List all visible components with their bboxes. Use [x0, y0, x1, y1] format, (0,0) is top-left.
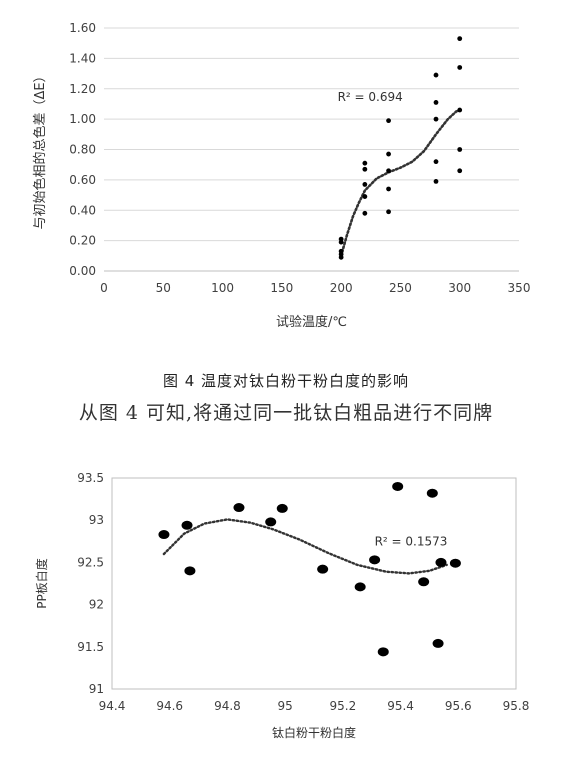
chart-whiteness-relation: 91 91.5 92 92.5 93 93.5 94.4 94.6 94.8 95 95.2 95.4… — [34, 471, 530, 740]
data-point — [386, 209, 391, 215]
y-tick-label: 0.80 — [69, 143, 96, 157]
y-tick-label: 91 — [89, 682, 104, 696]
x-axis-label: 钛白粉干粉白度 — [272, 725, 356, 740]
x-tick-label: 200 — [330, 281, 353, 295]
data-point — [433, 100, 439, 105]
data-point — [457, 168, 463, 174]
y-tick-label: 1.20 — [69, 82, 96, 96]
data-point — [265, 517, 277, 527]
data-point — [338, 248, 344, 254]
body-text-line: 从图 4 可知,将通过同一批钛白粗品进行不同牌 — [78, 402, 494, 424]
y-axis-label: PP板白度 — [34, 558, 49, 608]
data-point — [426, 488, 438, 498]
data-point — [418, 577, 430, 587]
y-tick-label: 1.00 — [69, 112, 96, 126]
trendline — [339, 108, 461, 258]
data-point — [233, 503, 245, 513]
data-point — [362, 210, 368, 216]
data-point — [158, 530, 170, 540]
data-point — [181, 520, 193, 530]
x-tick-label: 50 — [156, 281, 171, 295]
x-tick-label: 95.6 — [445, 699, 472, 713]
data-point — [386, 168, 391, 174]
data-point — [433, 116, 439, 122]
y-tick-label: 1.40 — [69, 51, 96, 65]
chart-temperature-color-difference: 0.00 0.20 0.40 0.60 0.80 1.00 1.20 1.40 1.60 0 50 1… — [32, 21, 531, 330]
r-squared-annotation: R² = 0.694 — [338, 90, 403, 104]
data-point — [362, 160, 368, 166]
trendline — [162, 518, 448, 575]
data-point — [354, 582, 366, 592]
y-tick-label: 93.5 — [77, 471, 104, 485]
x-tick-label: 150 — [270, 281, 293, 295]
x-tick-label: 94.8 — [214, 699, 241, 713]
x-tick-label: 250 — [389, 281, 412, 295]
y-tick-label: 92 — [89, 598, 104, 612]
data-point — [386, 151, 391, 157]
x-tick-label: 95 — [278, 699, 293, 713]
y-tick-label: 92.5 — [77, 555, 104, 569]
y-tick-label: 0.00 — [69, 264, 96, 278]
y-tick-label: 93 — [89, 513, 104, 527]
data-point — [392, 481, 404, 491]
x-tick-label: 94.6 — [156, 699, 183, 713]
y-tick-label: 0.20 — [69, 234, 96, 248]
data-point — [184, 566, 196, 576]
r-squared-annotation: R² = 0.1573 — [375, 535, 448, 549]
data-point — [457, 65, 463, 70]
data-point — [317, 564, 329, 574]
data-point — [377, 647, 389, 657]
x-tick-label: 0 — [100, 281, 108, 295]
data-point — [362, 166, 368, 172]
x-tick-label: 300 — [448, 281, 471, 295]
x-tick-label: 350 — [508, 281, 531, 295]
data-point — [457, 36, 463, 42]
figure-4-caption: 图 4 温度对钛白粉干粉白度的影响 — [162, 372, 410, 390]
data-point — [433, 178, 439, 184]
x-axis-label: 试验温度/℃ — [276, 314, 347, 330]
y-tick-label: 0.60 — [69, 173, 96, 187]
y-tick-label: 0.40 — [69, 203, 96, 217]
y-axis-label: 与初始色相的总色差（ΔE） — [32, 69, 48, 229]
x-tick-label: 95.2 — [329, 699, 356, 713]
data-point — [362, 182, 368, 187]
x-tick-label: 95.8 — [503, 699, 530, 713]
data-point — [433, 159, 439, 165]
data-point — [338, 236, 344, 242]
y-tick-label: 91.5 — [77, 640, 104, 654]
data-point — [457, 147, 463, 152]
data-point — [386, 186, 391, 192]
data-point — [386, 118, 391, 124]
x-tick-label: 95.4 — [387, 699, 414, 713]
data-point — [433, 72, 439, 78]
data-point — [369, 555, 381, 565]
data-point — [449, 558, 461, 568]
x-tick-label: 94.4 — [99, 699, 126, 713]
data-point — [435, 557, 447, 567]
y-tick-label: 1.60 — [69, 21, 96, 35]
data-point — [362, 194, 368, 199]
data-point — [276, 503, 288, 513]
data-point — [457, 107, 463, 113]
x-tick-label: 100 — [211, 281, 234, 295]
chart-frame — [111, 477, 517, 690]
data-point — [432, 638, 444, 648]
